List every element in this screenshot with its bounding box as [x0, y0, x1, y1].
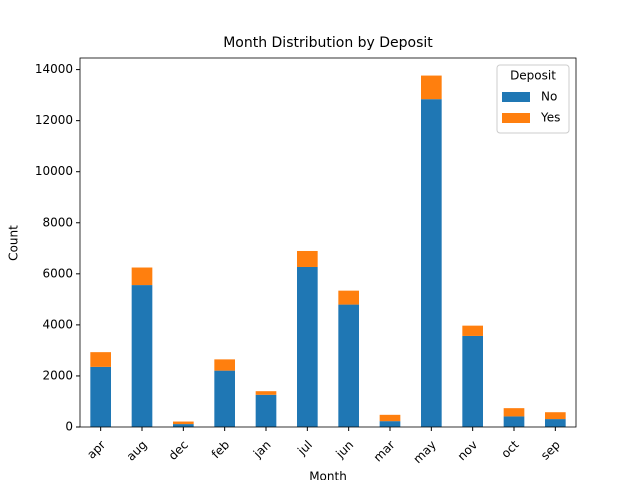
x-tick-label: jul: [294, 438, 315, 459]
bar-segment: [338, 304, 359, 427]
bar-segment: [131, 285, 153, 427]
legend-swatch: [502, 92, 530, 102]
bar-segment: [421, 75, 442, 100]
x-axis-label: Month: [309, 470, 347, 480]
x-tick-label: jan: [250, 438, 274, 462]
y-tick-label: 12000: [35, 113, 73, 127]
bar-segment: [214, 370, 235, 427]
bar-segment: [214, 359, 235, 371]
x-tick-label: jun: [333, 438, 357, 462]
bar-segment: [173, 424, 194, 427]
bar-segment: [173, 421, 194, 425]
x-tick-label: mar: [371, 438, 398, 465]
x-tick-label: feb: [209, 438, 233, 462]
x-tick-label: nov: [455, 438, 481, 464]
bar-segment: [462, 335, 483, 427]
bar-segment: [545, 412, 566, 420]
x-tick-label: apr: [84, 438, 108, 462]
legend-label: No: [541, 90, 557, 104]
bar-segment: [338, 290, 359, 305]
bar-segment: [545, 419, 566, 427]
chart-title: Month Distribution by Deposit: [223, 35, 433, 51]
bar-segment: [255, 391, 277, 395]
y-tick-label: 8000: [42, 215, 73, 229]
y-tick-label: 4000: [42, 317, 73, 331]
legend-label: Yes: [540, 111, 560, 125]
y-tick-label: 14000: [35, 62, 73, 76]
bar-segment: [503, 408, 525, 417]
x-tick-label: sep: [538, 438, 563, 463]
x-tick-label: oct: [499, 437, 522, 460]
bar-segment: [90, 352, 111, 367]
x-tick-label: may: [411, 438, 439, 466]
y-tick-label: 6000: [42, 266, 73, 280]
y-axis-label: Count: [7, 225, 21, 261]
bar-segment: [90, 366, 111, 427]
bar-segment: [379, 414, 401, 422]
y-tick-label: 2000: [42, 368, 73, 382]
bar-segment: [421, 99, 442, 427]
y-tick-label: 10000: [35, 164, 73, 178]
plot-frame: [79, 57, 577, 428]
y-tick-label: 0: [65, 420, 73, 434]
x-tick-label: dec: [166, 438, 191, 463]
bar-segment: [297, 266, 318, 427]
bar-segment: [462, 325, 483, 336]
legend-title: Deposit: [510, 69, 556, 83]
x-tick-label: aug: [124, 438, 150, 464]
bar-segment: [255, 394, 277, 427]
bar-segment: [503, 416, 525, 427]
bar-segment: [379, 421, 401, 427]
legend-swatch: [502, 113, 530, 123]
bar-segment: [131, 267, 153, 286]
bar-segment: [297, 250, 318, 267]
